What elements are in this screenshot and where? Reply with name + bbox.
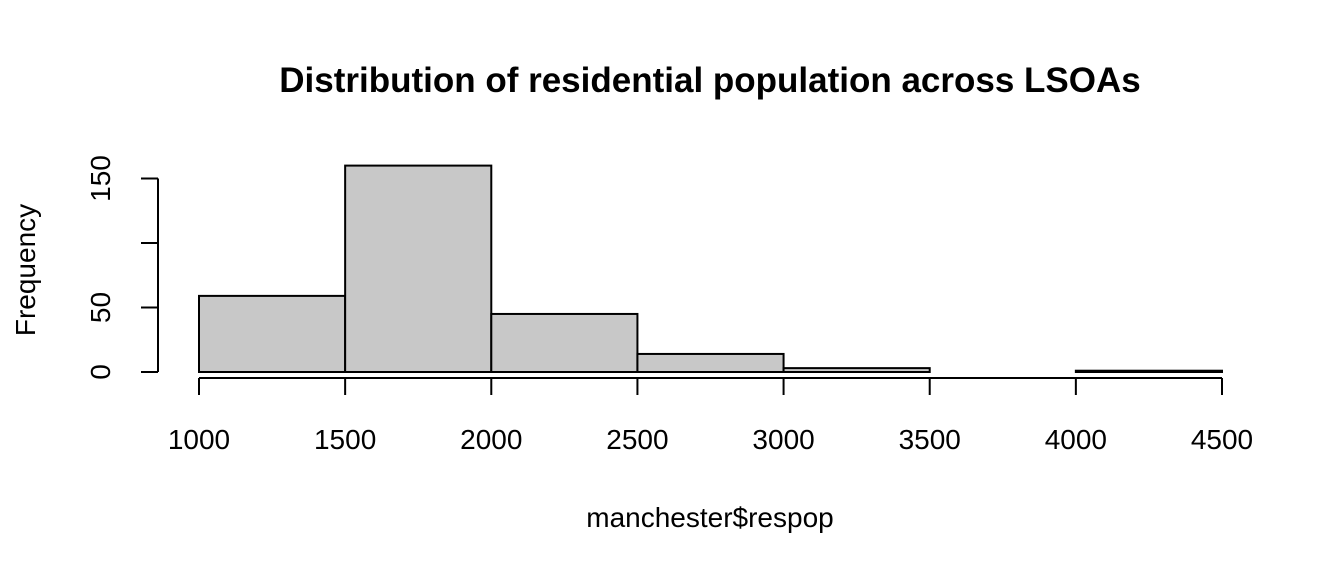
- histogram-bar-2500-3000: [636, 352, 785, 374]
- y-tick-label: 150: [85, 155, 116, 202]
- y-axis: 0 50 150: [85, 155, 159, 380]
- x-tick-label: 2000: [460, 424, 522, 455]
- y-tick-label: 50: [85, 292, 116, 323]
- histogram-bar-3000-3500: [782, 367, 931, 374]
- x-tick-label: 2500: [606, 424, 668, 455]
- x-tick-label: 4000: [1045, 424, 1107, 455]
- x-tick-label: 4500: [1191, 424, 1253, 455]
- x-axis: 1000 1500 2000 2500 3000 3500 4000 4500: [168, 377, 1253, 455]
- chart-title: Distribution of residential population a…: [279, 61, 1140, 100]
- histogram-bar-1000-1500: [198, 294, 347, 374]
- x-tick-label: 3500: [899, 424, 961, 455]
- histogram-bar-2000-2500: [490, 312, 639, 374]
- y-axis-label: Frequency: [10, 204, 41, 336]
- x-tick-label: 1000: [168, 424, 230, 455]
- x-axis-label: manchester$respop: [586, 502, 833, 533]
- x-tick-label: 1500: [314, 424, 376, 455]
- histogram-bar-4000-4500: [1074, 369, 1224, 373]
- bars-group: [198, 164, 1224, 374]
- histogram-bar-1500-2000: [344, 164, 493, 373]
- y-tick-label: 0: [85, 364, 116, 380]
- x-tick-label: 3000: [752, 424, 814, 455]
